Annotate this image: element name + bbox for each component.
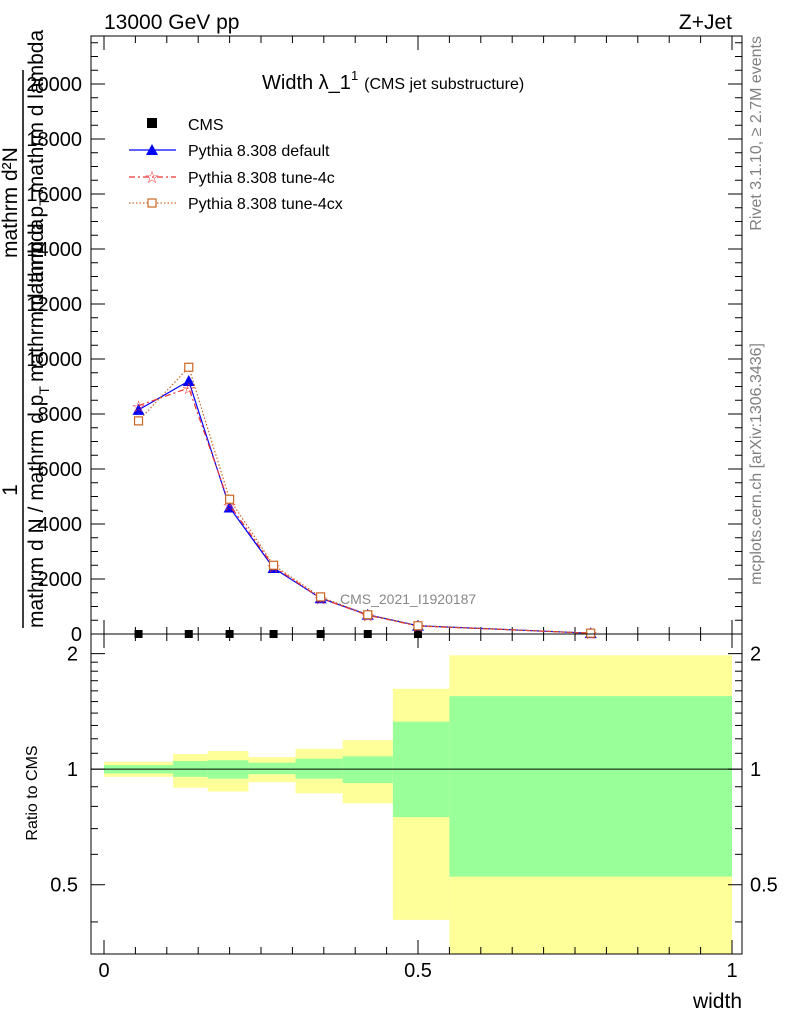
ylabel-line-b: mathrm d²N (0, 147, 22, 258)
ratio-y-axis-label: Ratio to CMS (24, 745, 41, 840)
ylabel-numerator: 1 (0, 484, 22, 496)
legend-entry-default: Pythia 8.308 default (129, 143, 330, 160)
header-right-label: Z+Jet (679, 11, 732, 34)
ylabel-line-d: mathrm d N / mathrm d pTmathrm d lambda (25, 218, 52, 628)
ratio-y-tick-label: 0.5 (50, 875, 78, 897)
legend-marker-tune4cx (147, 198, 157, 208)
legend-entry-cms: CMS (147, 117, 224, 134)
tune4cx-data-point (184, 362, 194, 372)
tune4c-data-point: ☆ (182, 381, 196, 398)
ratio-y-tick-label: 1 (67, 759, 78, 781)
main-y-tick-label: 2000 (38, 569, 83, 591)
analysis-label: CMS_2021_I1920187 (340, 591, 476, 607)
ratio-band-inner (342, 756, 393, 784)
legend: CMS Pythia 8.308 default ☆ Pythia 8.308 … (129, 117, 343, 213)
main-axis-ticks: 0 2000 4000 6000 8000 10000 12000 14000 16000 180… (26, 36, 742, 646)
ratio-band-inner (248, 762, 296, 775)
tune4cx-data-point (586, 628, 596, 638)
main-y-tick-label: 16000 (26, 184, 82, 206)
series-line-2 (138, 387, 591, 634)
ratio-y-tick-label-right: 1 (750, 759, 761, 781)
main-y-tick-label: 6000 (38, 459, 83, 481)
ratio-panel: 0.5 0.51 12 2 0 0.5 1 (50, 633, 778, 982)
legend-label-tune4cx: Pythia 8.308 tune-4cx (188, 196, 343, 213)
main-y-tick-label: 8000 (38, 404, 83, 426)
tune4cx-data-point (268, 560, 279, 570)
legend-marker-default (146, 144, 158, 155)
ratio-y-tick-label: 2 (67, 644, 78, 666)
legend-label-default: Pythia 8.308 default (188, 143, 330, 160)
x-axis-ticks: 0 0.5 1 (98, 634, 738, 982)
main-y-tick-label: 10000 (26, 349, 82, 371)
main-y-axis-label: 1 mathrm d N / mathrm d pTmathrm d lambd… (0, 30, 52, 628)
legend-label-cms: CMS (188, 117, 224, 134)
ratio-bands (104, 655, 732, 954)
tune4cx-data-point (133, 416, 144, 426)
tune4cx-data-point (413, 621, 423, 631)
x-axis-label: width (692, 990, 742, 1013)
x-tick-label: 1 (726, 960, 737, 982)
series-line-3 (138, 366, 591, 634)
legend-entry-tune4cx: Pythia 8.308 tune-4cx (129, 196, 343, 213)
default-data-point (182, 375, 195, 386)
main-y-tick-label: 20000 (26, 74, 82, 96)
ratio-y-tick-label-right: 2 (750, 644, 761, 666)
tune4cx-data-point (225, 494, 235, 504)
tune4cx-data-point (363, 610, 373, 620)
mcplots-side-label: mcplots.cern.ch [arXiv:1306.3436] (748, 343, 765, 585)
legend-label-tune4c: Pythia 8.308 tune-4c (188, 170, 335, 187)
ratio-plot-frame (90, 633, 743, 955)
main-plot-title: Width λ_11(CMS jet substructure) (262, 68, 524, 94)
ratio-band-inner (295, 758, 343, 779)
main-y-tick-label: 0 (71, 624, 82, 646)
main-y-tick-label: 4000 (38, 514, 83, 536)
main-panel: 0 2000 4000 6000 8000 10000 12000 14000 16000 180… (26, 35, 743, 646)
tune4cx-data-point (316, 592, 326, 602)
ratio-y-tick-label-right: 0.5 (750, 875, 778, 897)
ratio-band-inner (449, 696, 732, 877)
header-left-label: 13000 GeV pp (104, 11, 239, 34)
rivet-side-label: Rivet 3.1.10, ≥ 2.7M events (748, 36, 765, 231)
ylabel-line-c: mathrm d pTmathrm d lambda (25, 30, 52, 312)
legend-marker-tune4c: ☆ (144, 168, 159, 187)
main-y-tick-label: 12000 (26, 294, 82, 316)
main-y-tick-label: 14000 (26, 239, 82, 261)
tune4c-data-point: ☆ (131, 399, 145, 416)
x-tick-label: 0.5 (404, 960, 432, 982)
main-y-tick-label: 18000 (26, 129, 82, 151)
legend-entry-tune4c: ☆ Pythia 8.308 tune-4c (129, 168, 335, 187)
ratio-axis-ticks: 0.5 0.5 1 1 2 2 (50, 644, 778, 923)
legend-marker-cms (147, 118, 157, 128)
x-tick-label: 0 (98, 960, 109, 982)
default-data-point (132, 403, 145, 415)
